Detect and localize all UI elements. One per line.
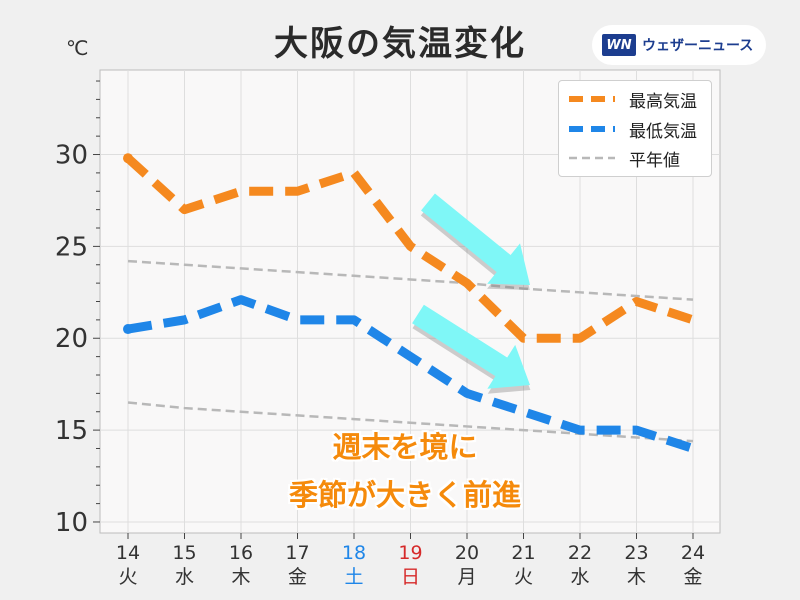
x-tick-label-weekday: 水 xyxy=(570,566,589,588)
chart-legend: 最高気温 最低気温 平年値 xyxy=(558,80,712,177)
weathernews-logo: WN ウェザーニュース xyxy=(592,25,766,65)
legend-item-low: 最低気温 xyxy=(559,114,697,144)
x-tick-label-weekday: 木 xyxy=(231,566,250,588)
legend-swatch-low xyxy=(569,126,615,132)
legend-label-normal: 平年値 xyxy=(629,150,680,171)
annotation-line-1: 週末を境に xyxy=(332,430,478,464)
x-tick-label-weekday: 土 xyxy=(344,566,363,588)
x-tick-label-day: 19 xyxy=(398,542,422,564)
weathernews-logo-text: ウェザーニュース xyxy=(642,38,754,54)
x-tick-label-day: 24 xyxy=(681,542,705,564)
y-tick-label: 30 xyxy=(55,141,88,171)
legend-swatch-high xyxy=(569,96,615,102)
trend-arrow-low xyxy=(412,304,531,394)
series-line-normal-high xyxy=(127,259,694,301)
x-tick-label-weekday: 日 xyxy=(401,566,420,588)
x-tick-label-weekday: 火 xyxy=(118,566,137,588)
x-tick-label-day: 16 xyxy=(229,542,253,564)
legend-label-low: 最低気温 xyxy=(629,121,697,142)
chart-title: 大阪の気温変化 xyxy=(274,24,526,64)
x-tick-label-day: 21 xyxy=(511,542,535,564)
x-tick-label-weekday: 月 xyxy=(457,566,476,588)
y-tick-label: 20 xyxy=(55,324,88,354)
x-tick-label-day: 14 xyxy=(116,542,140,564)
legend-item-normal: 平年値 xyxy=(559,143,680,173)
x-tick-label-day: 23 xyxy=(624,542,648,564)
legend-label-high: 最高気温 xyxy=(629,91,697,112)
trend-arrow-high-body xyxy=(421,193,531,286)
trend-arrow-low-body xyxy=(412,304,530,389)
legend-item-high: 最高気温 xyxy=(559,84,697,114)
x-tick-label-weekday: 火 xyxy=(514,566,533,588)
legend-swatch-normal xyxy=(569,156,615,160)
y-axis-unit: ℃ xyxy=(66,36,89,60)
series-start-point-high xyxy=(123,153,133,164)
x-tick-label-day: 18 xyxy=(342,542,366,564)
series-start-point-low xyxy=(123,324,133,335)
x-tick-label-day: 17 xyxy=(285,542,309,564)
series-line-normal-low xyxy=(127,401,694,443)
x-tick-label-day: 20 xyxy=(455,542,479,564)
x-tick-label-weekday: 金 xyxy=(288,566,307,588)
y-tick-label: 25 xyxy=(55,232,88,262)
trend-arrow-high xyxy=(420,193,531,290)
x-tick-label-day: 22 xyxy=(568,542,592,564)
annotation-line-2: 季節が大きく前進 xyxy=(288,478,521,512)
x-tick-label-weekday: 木 xyxy=(627,566,646,588)
x-tick-label-day: 15 xyxy=(172,542,196,564)
x-tick-label-weekday: 金 xyxy=(683,566,702,588)
y-tick-label: 15 xyxy=(55,416,88,446)
x-tick-label-weekday: 水 xyxy=(175,566,194,588)
weathernews-logo-mark: WN xyxy=(602,34,636,56)
y-tick-label: 10 xyxy=(55,508,88,538)
series-line-low xyxy=(127,295,695,453)
series-line-high xyxy=(124,154,695,343)
